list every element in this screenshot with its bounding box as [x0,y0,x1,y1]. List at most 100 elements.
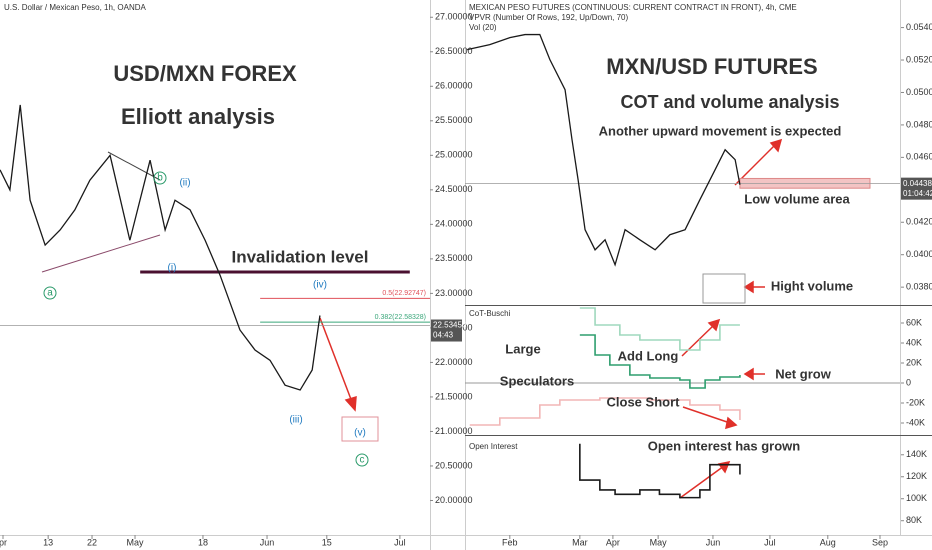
arrow [679,465,725,499]
y-tick-label: 40K [906,337,922,347]
y-tick-label: 20.50000 [435,460,473,470]
arrow [319,317,353,403]
x-tick-label: Aug [820,537,836,547]
panel-subtitle: Vol (20) [469,23,497,32]
panel-title: CoT-Buschi [469,309,511,318]
y-tick-label: 120K [906,471,927,481]
y-tick-label: 25.00000 [435,150,473,160]
arrow [681,324,715,357]
level-label: 0.5(22.92747) [382,290,426,297]
y-tick-label: 25.50000 [435,115,473,125]
x-tick-label: May [650,537,668,547]
annotation: (iii) [289,415,302,426]
y-tick-label: 20.00000 [435,495,473,505]
arrow [682,406,731,424]
annotation: USD/MXN FOREX [113,61,297,86]
annotation: Hight volume [771,278,853,293]
annotation: Speculators [500,373,574,388]
annotation: Low volume area [744,191,850,206]
annotation: c [360,455,365,466]
annotation: Invalidation level [232,247,369,266]
x-tick-label: Feb [502,537,518,547]
target-box [341,416,379,442]
volume-box [702,273,746,304]
x-tick-label: 15 [322,537,332,547]
y-tick-label: 27.00000 [435,12,473,22]
y-tick-label: 23.50000 [435,253,473,263]
annotation: (iv) [313,280,327,291]
y-tick-label: 100K [906,493,927,503]
annotation: (i) [168,263,177,274]
y-tick-label: 24.00000 [435,219,473,229]
y-tick-label: 80K [906,515,922,525]
annotation: a [47,288,53,299]
annotation: (v) [354,428,366,439]
arrowhead [769,138,783,153]
level-label: 0.382(22.58328) [375,314,426,321]
x-tick-label: 13 [43,537,53,547]
arrowhead [707,318,721,332]
y-tick-label: 22.00000 [435,357,473,367]
y-tick-label: 21.00000 [435,426,473,436]
arrowhead [743,367,754,381]
last-price-box [901,177,932,200]
annotation: Large [505,341,540,356]
annotation: Net grow [775,366,832,381]
last-price-box [431,319,462,342]
annotation: Open interest has grown [648,438,800,453]
last-price-label: 0.04438 [903,179,932,188]
last-price-timer: 01:04:42 [903,189,932,198]
trendline [41,234,161,273]
panel-title: U.S. Dollar / Mexican Peso, 1h, OANDA [4,3,146,12]
x-tick-label: Jun [706,537,721,547]
y-tick-label: 21.50000 [435,391,473,401]
annotation: Another upward movement is expected [599,123,842,138]
y-tick-label: 0 [906,377,911,387]
arrowhead [743,280,754,294]
wave-circle [153,171,167,185]
x-tick-label: Apr [606,537,620,547]
y-tick-label: -40K [906,417,925,427]
trendline [107,151,161,181]
x-tick-label: 18 [198,537,208,547]
last-price-label: 22.53456 [433,321,467,330]
series-line [467,33,741,267]
annotation: b [157,173,163,184]
x-tick-label: Jun [260,537,275,547]
y-tick-label: 24.50000 [435,184,473,194]
series-line [579,443,741,499]
x-tick-label: pr [0,537,7,547]
series-line [0,104,321,391]
arrowhead [344,395,357,412]
series-line [579,334,741,389]
last-price-timer: 04:43 [433,331,454,340]
y-tick-label: 20K [906,357,922,367]
annotation: MXN/USD FUTURES [606,54,817,79]
x-tick-label: Jul [394,537,406,547]
annotation: COT and volume analysis [620,92,839,112]
x-tick-label: 22 [87,537,97,547]
panel-title: Open Interest [469,442,518,451]
x-tick-label: Jul [764,537,776,547]
annotation: (ii) [179,178,190,189]
wave-circle [43,286,57,300]
y-tick-label: 60K [906,317,922,327]
y-tick-label: -20K [906,397,925,407]
arrowhead [725,416,738,430]
panel-title: MEXICAN PESO FUTURES (CONTINUOUS: CURREN… [469,3,797,12]
annotation: Add Long [618,348,679,363]
annotation: Elliott analysis [121,104,275,129]
panel-subtitle: VPVR (Number Of Rows, 192, Up/Down, 70) [469,13,629,22]
x-tick-label: Sep [872,537,888,547]
x-tick-label: May [127,537,145,547]
series-line [469,397,741,426]
y-tick-label: 26.50000 [435,46,473,56]
